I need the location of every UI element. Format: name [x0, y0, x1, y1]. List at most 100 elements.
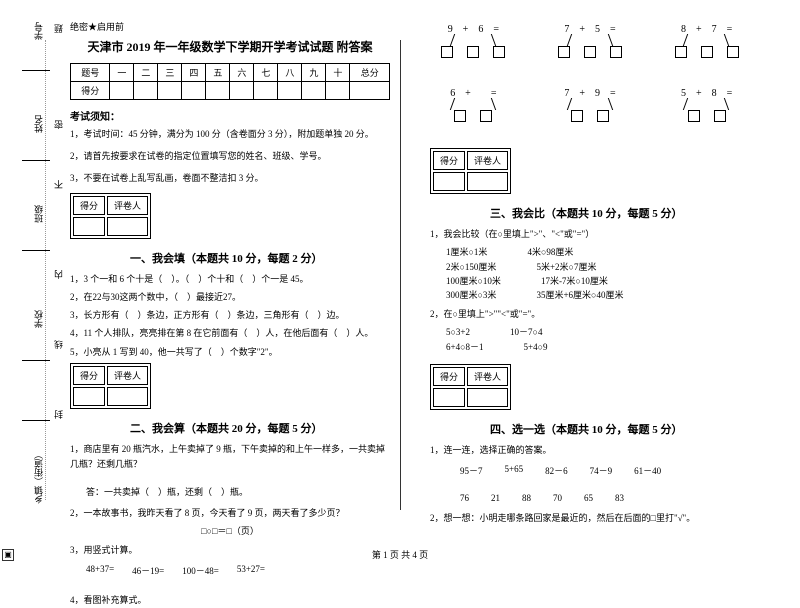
- cmp: 100厘米○10米: [446, 274, 501, 288]
- sb-c2: 评卷人: [107, 196, 148, 215]
- s2-q2: 2，一本故事书，我昨天看了 8 页，今天看了 9 页，两天看了多少页？: [70, 506, 390, 521]
- s1-q1: 1，3 个一和 6 个十是（ ）。（ ）个十和（ ）个一是 45。: [70, 272, 390, 287]
- ch: 21: [491, 493, 500, 503]
- cmp: 4米○98厘米: [527, 245, 573, 259]
- th: 四: [182, 64, 206, 82]
- sb-c2: 评卷人: [467, 367, 508, 386]
- choice-row-1: 95－7 5+65 82－6 74－9 61－40: [460, 464, 750, 477]
- binding-sidebar: 学号 姓名 班级 学校 乡镇（街道） 题 密 不 内 线 封: [12, 20, 52, 520]
- s4-q1: 1，连一连，选择正确的答案。: [430, 443, 750, 458]
- ch: 83: [615, 493, 624, 503]
- grader-box: 得分评卷人: [70, 363, 151, 409]
- tree-diagram: 5 + 8 =: [663, 84, 750, 134]
- formula: 100－48=: [182, 564, 219, 577]
- ch: 65: [584, 493, 593, 503]
- tree-expr: 8 + 7 =: [663, 20, 750, 35]
- th: 题号: [71, 64, 110, 82]
- formula: 48+37=: [86, 564, 114, 577]
- side-label: 班级: [32, 205, 45, 223]
- page-footer: 第 1 页 共 4 页: [0, 548, 800, 561]
- side-label: 姓名: [32, 115, 45, 133]
- s1-q2: 2，在22与30这两个数中，（ ）最接近27。: [70, 290, 390, 305]
- sb-c1: 得分: [73, 196, 105, 215]
- th: 总分: [350, 64, 390, 82]
- cmp: 6+4○8－1: [446, 340, 484, 354]
- side-label: 学号: [32, 22, 45, 40]
- sb-c1: 得分: [433, 367, 465, 386]
- score-header-row: 题号 一 二 三 四 五 六 七 八 九 十 总分: [71, 64, 390, 82]
- cmp: 300厘米○3米: [446, 288, 496, 302]
- side-inner: 内: [52, 270, 65, 279]
- tree-diagram: 9 + 6 =: [430, 20, 517, 70]
- grader-box: 得分评卷人: [70, 193, 151, 239]
- notice-1: 1，考试时间：45 分钟，满分为 100 分（含卷面分 3 分），附加题单独 2…: [70, 126, 390, 142]
- th: 五: [206, 64, 230, 82]
- row-label: 得分: [71, 82, 110, 100]
- sb-c1: 得分: [433, 151, 465, 170]
- s2-a1: 答：一共卖掉（ ）瓶，还剩（ ）瓶。: [86, 485, 390, 500]
- formula: 53+27=: [237, 564, 265, 577]
- s3-q1: 1，我会比较（在○里填上">"、"<"或"="）: [430, 227, 750, 242]
- left-column: 绝密★启用前 天津市 2019 年一年级数学下学期开学考试试题 附答案 题号 一…: [60, 20, 400, 540]
- ch: 5+65: [505, 464, 524, 477]
- side-label: 学校: [32, 310, 45, 328]
- side-inner: 线: [52, 340, 65, 349]
- sb-c1: 得分: [73, 366, 105, 385]
- section-3-heading: 三、我会比（本题共 10 分，每题 5 分）: [490, 205, 750, 221]
- secret-label: 绝密★启用前: [70, 20, 390, 33]
- tree-diagram: 7 + 9 =: [547, 84, 634, 134]
- tree-expr: 6 + =: [430, 84, 517, 99]
- choice-row-2: 76 21 88 70 65 83: [460, 493, 750, 503]
- cmp: 5米+2米○7厘米: [536, 260, 596, 274]
- th: 三: [158, 64, 182, 82]
- score-value-row: 得分: [71, 82, 390, 100]
- cmp: 17米-7米○10厘米: [541, 274, 608, 288]
- s2-q1: 1，商店里有 20 瓶汽水，上午卖掉了 9 瓶，下午卖掉的和上午一样多，一共卖掉…: [70, 442, 390, 473]
- s1-q5: 5，小亮从 1 写到 40，他一共写了（ ）个数字"2"。: [70, 345, 390, 360]
- cmp: 5+4○9: [524, 340, 548, 354]
- s2-a2: □○□＝□（页）: [70, 524, 390, 539]
- cmp: 1厘米○1米: [446, 245, 487, 259]
- th: 六: [230, 64, 254, 82]
- side-label: 乡镇（街道）: [32, 450, 45, 504]
- notice-title: 考试须知：: [70, 108, 390, 123]
- notice-2: 2，请首先按要求在试卷的指定位置填写您的姓名、班级、学号。: [70, 148, 390, 164]
- s4-q2: 2，想一想：小明走哪条路回家是最近的，然后在后面的□里打"√"。: [430, 511, 750, 526]
- sb-c2: 评卷人: [467, 151, 508, 170]
- cmp: 2米○150厘米: [446, 260, 496, 274]
- section-2-heading: 二、我会算（本题共 20 分，每题 5 分）: [130, 420, 390, 436]
- tree-row-1: 9 + 6 = 7 + 5 = 8 + 7 =: [430, 20, 750, 70]
- side-inner: 题: [52, 24, 65, 33]
- grader-box: 得分评卷人: [430, 148, 511, 194]
- cmp: 10－7○4: [510, 325, 542, 339]
- tree-expr: 9 + 6 =: [430, 20, 517, 35]
- tree-expr: 5 + 8 =: [663, 84, 750, 99]
- side-inner: 不: [52, 180, 65, 189]
- tree-diagram: 6 + =: [430, 84, 517, 134]
- tree-expr: 7 + 9 =: [547, 84, 634, 99]
- side-inner: 密: [52, 120, 65, 129]
- formula: 46－19=: [132, 564, 164, 577]
- s1-q3: 3，长方形有（ ）条边，正方形有（ ）条边，三角形有（ ）边。: [70, 308, 390, 323]
- tree-diagram: 8 + 7 =: [663, 20, 750, 70]
- ch: 88: [522, 493, 531, 503]
- ch: 70: [553, 493, 562, 503]
- th: 七: [254, 64, 278, 82]
- th: 十: [326, 64, 350, 82]
- column-divider: [400, 40, 401, 510]
- tree-row-2: 6 + = 7 + 9 = 5 + 8 =: [430, 84, 750, 134]
- right-column: 9 + 6 = 7 + 5 = 8 + 7 = 6 + =: [420, 20, 760, 540]
- corner-icon: ▣: [2, 549, 14, 561]
- notice-3: 3，不要在试卷上乱写乱画，卷面不整洁扣 3 分。: [70, 170, 390, 186]
- exam-title: 天津市 2019 年一年级数学下学期开学考试试题 附答案: [70, 38, 390, 55]
- ch: 61－40: [634, 464, 661, 477]
- sb-c2: 评卷人: [107, 366, 148, 385]
- ch: 95－7: [460, 464, 483, 477]
- ch: 82－6: [545, 464, 568, 477]
- th: 二: [134, 64, 158, 82]
- grader-box: 得分评卷人: [430, 364, 511, 410]
- cmp: 5○3+2: [446, 325, 470, 339]
- ch: 74－9: [590, 464, 613, 477]
- side-inner: 封: [52, 410, 65, 419]
- tree-diagram: 7 + 5 =: [547, 20, 634, 70]
